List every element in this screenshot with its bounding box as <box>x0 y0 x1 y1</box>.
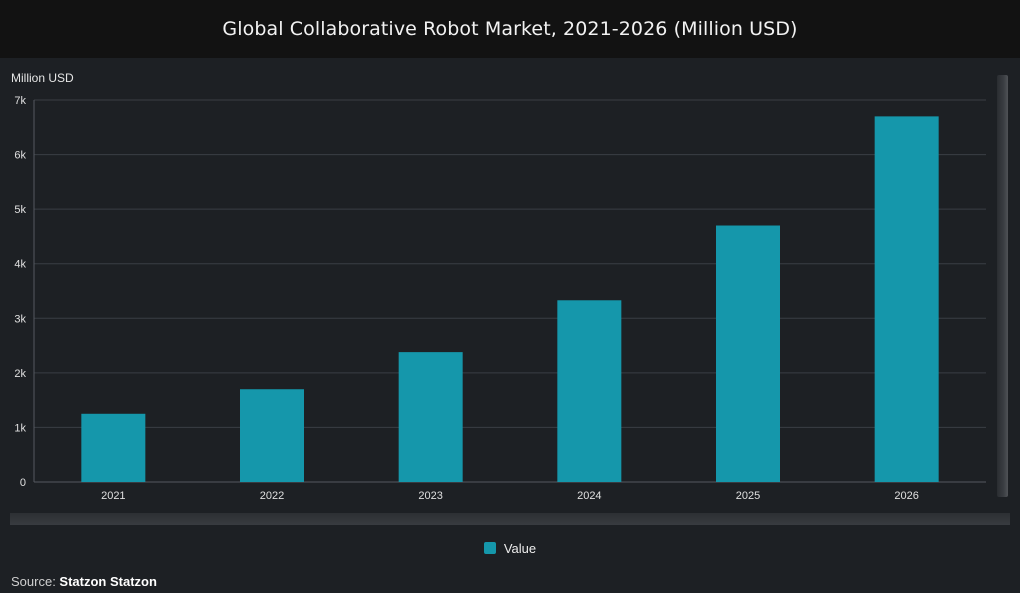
horizontal-scrollbar[interactable] <box>10 513 1010 525</box>
source-note: Source: Statzon Statzon <box>11 574 157 589</box>
y-tick-label: 1k <box>14 422 26 434</box>
bar <box>716 225 780 482</box>
x-tick-label: 2024 <box>577 490 601 502</box>
y-tick-label: 5k <box>14 204 26 216</box>
x-tick-label: 2026 <box>894 490 918 502</box>
x-tick-label: 2022 <box>260 490 284 502</box>
legend-swatch <box>483 542 496 554</box>
vertical-scrollbar[interactable] <box>997 75 1008 497</box>
y-tick-label: 4k <box>14 259 26 271</box>
source-name: Statzon Statzon <box>59 574 157 589</box>
y-tick-label: 2k <box>14 368 26 380</box>
y-tick-label: 0 <box>20 477 26 489</box>
bar <box>398 352 463 482</box>
bar-chart: Million USD 0 1k 2k 3k 4k 5k 6k 7k 2021 2022 2023 20… <box>11 71 986 502</box>
chart-legend[interactable]: Value <box>0 538 1020 558</box>
x-tick-label: 2021 <box>101 490 125 502</box>
bar <box>557 300 622 482</box>
chart-title: Global Collaborative Robot Market, 2021-… <box>222 18 798 40</box>
bar <box>874 116 939 482</box>
bar <box>240 389 304 482</box>
chart-area: Million USD 0 1k 2k 3k 4k 5k 6k 7k 2021 2022 2023 20… <box>0 58 1020 518</box>
x-tick-label: 2025 <box>736 490 760 502</box>
chart-title-bar: Global Collaborative Robot Market, 2021-… <box>0 0 1020 58</box>
y-axis-title: Million USD <box>11 71 74 85</box>
source-prefix: Source: <box>11 574 60 589</box>
legend-label: Value <box>503 540 537 556</box>
y-tick-label: 3k <box>14 313 26 325</box>
y-tick-label: 6k <box>14 150 26 162</box>
bar <box>81 413 146 482</box>
x-tick-label: 2023 <box>418 490 442 502</box>
y-tick-label: 7k <box>14 95 26 107</box>
